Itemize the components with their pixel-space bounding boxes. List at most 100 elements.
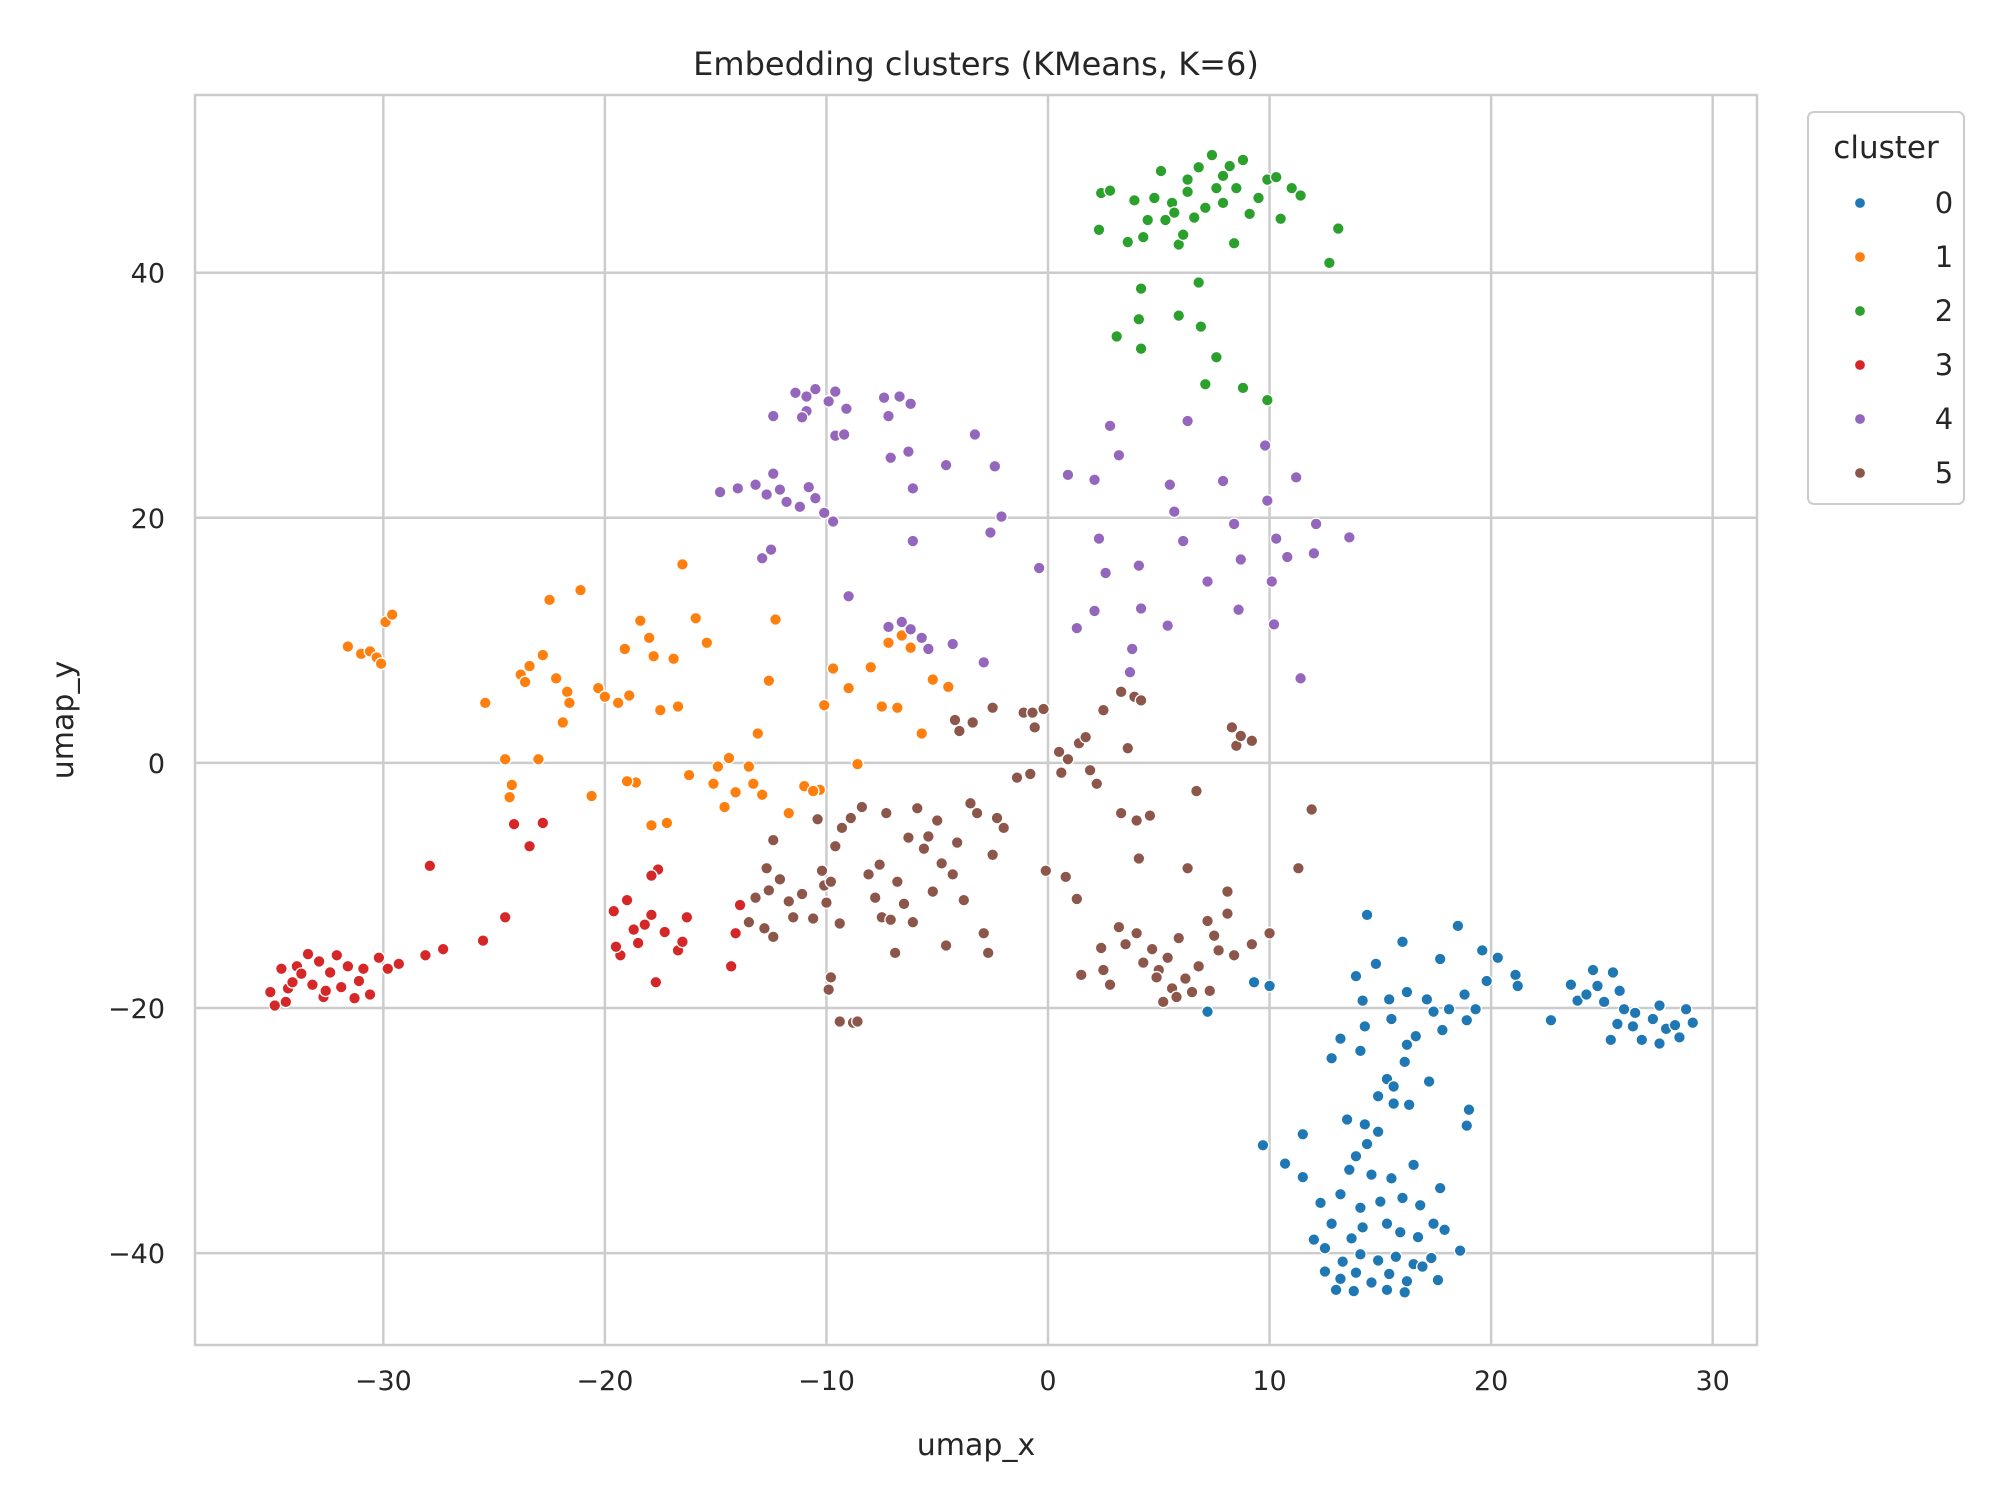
data-point <box>742 915 756 929</box>
data-point <box>1387 1079 1401 1093</box>
data-point <box>1232 603 1245 617</box>
data-point <box>1234 553 1248 566</box>
data-point <box>906 915 920 929</box>
data-point <box>1597 995 1611 1009</box>
series-cluster-3 <box>263 816 747 1012</box>
legend-marker <box>1853 412 1867 426</box>
data-point <box>1132 852 1146 865</box>
data-point <box>930 814 944 827</box>
data-point <box>1451 919 1465 933</box>
x-axis-ticks: −30 −20 −10 0 10 20 30 <box>355 1366 1730 1397</box>
data-point <box>1187 211 1201 224</box>
data-point <box>286 975 299 989</box>
legend-marker <box>1853 304 1867 318</box>
data-point <box>1604 1033 1618 1047</box>
legend-marker <box>1853 466 1867 480</box>
data-point <box>1192 959 1206 973</box>
data-point <box>1092 532 1106 546</box>
data-point <box>1201 914 1214 928</box>
data-point <box>826 662 840 675</box>
data-point <box>503 790 517 804</box>
data-point <box>1150 970 1164 984</box>
data-point <box>1358 1117 1372 1131</box>
data-point <box>766 930 780 944</box>
grid-lines <box>195 95 1757 1345</box>
data-point <box>782 894 796 908</box>
data-point <box>1653 999 1666 1012</box>
data-point <box>1181 414 1195 428</box>
data-point <box>749 478 762 492</box>
data-point <box>1294 189 1308 202</box>
data-point <box>1331 222 1345 236</box>
data-point <box>1110 329 1124 343</box>
data-point <box>1347 1284 1361 1298</box>
data-point <box>1092 223 1106 237</box>
data-point <box>1079 730 1093 744</box>
data-point <box>1125 642 1139 656</box>
data-point <box>1314 1196 1327 1210</box>
data-point <box>1400 1038 1414 1052</box>
data-point <box>1070 621 1084 635</box>
data-point <box>392 957 406 971</box>
data-point <box>658 925 672 939</box>
data-point <box>1134 602 1148 615</box>
data-point <box>1134 282 1148 296</box>
data-point <box>837 428 851 441</box>
data-point <box>323 966 337 979</box>
data-point <box>1400 985 1414 999</box>
data-point <box>675 935 689 949</box>
y-tick-label: −40 <box>108 1239 165 1270</box>
data-point <box>1141 213 1155 227</box>
data-point <box>995 510 1008 524</box>
series-cluster-2 <box>1092 148 1345 407</box>
data-point <box>1192 160 1206 174</box>
data-point <box>660 816 674 830</box>
data-point <box>826 515 840 528</box>
data-point <box>906 534 920 548</box>
data-point <box>1409 1029 1423 1043</box>
data-point <box>817 698 831 712</box>
x-tick-label: −20 <box>576 1366 633 1397</box>
data-point <box>986 848 1000 862</box>
data-point <box>800 390 813 403</box>
data-point <box>1094 941 1108 955</box>
data-point <box>1353 1201 1367 1215</box>
data-point <box>1396 1191 1409 1205</box>
data-point <box>1252 191 1265 205</box>
data-point <box>1382 1267 1396 1281</box>
data-point <box>1221 907 1234 921</box>
data-point <box>769 613 782 626</box>
data-point <box>1318 1265 1332 1278</box>
data-point <box>819 896 833 910</box>
data-point <box>895 615 909 629</box>
data-point <box>1147 191 1161 205</box>
data-point <box>507 817 521 831</box>
data-point <box>868 891 882 905</box>
legend-label: 5 <box>1935 456 1953 490</box>
data-point <box>1263 979 1277 993</box>
data-point <box>773 483 787 497</box>
data-point <box>1054 766 1068 780</box>
data-point <box>780 495 794 509</box>
data-point <box>864 660 878 674</box>
data-point <box>1256 1138 1270 1152</box>
data-point <box>1236 381 1250 395</box>
data-point <box>1422 1075 1436 1088</box>
data-point <box>842 681 856 695</box>
x-axis-label: umap_x <box>917 1428 1035 1463</box>
data-point <box>839 402 853 416</box>
data-point <box>926 673 940 687</box>
data-point <box>1167 206 1181 220</box>
data-point <box>1679 1002 1693 1016</box>
data-point <box>1305 803 1319 816</box>
data-point <box>890 701 904 715</box>
data-point <box>363 988 377 1001</box>
data-point <box>1415 1260 1429 1274</box>
data-point <box>760 861 774 875</box>
data-point <box>1052 745 1066 759</box>
x-tick-label: 0 <box>1039 1366 1056 1397</box>
data-point <box>330 948 344 962</box>
data-point <box>895 628 909 642</box>
data-point <box>1114 685 1128 699</box>
data-point <box>941 680 955 694</box>
